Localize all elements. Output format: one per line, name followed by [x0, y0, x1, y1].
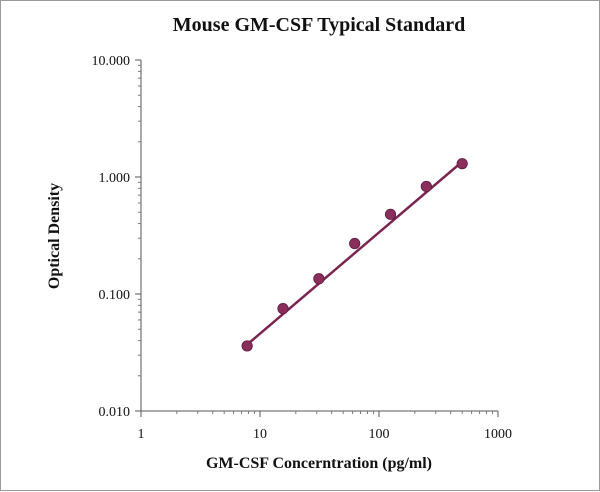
- tick-labels: 1 10 100 1000 10.000 1.000 0.100 0.010: [92, 54, 513, 442]
- data-point: [384, 208, 397, 220]
- y-tick-label: 10.000: [92, 54, 131, 69]
- x-tick-label: 1000: [484, 427, 512, 442]
- data-point: [241, 340, 253, 352]
- x-tick-label: 100: [369, 427, 390, 442]
- y-axis-label: Optical Density: [46, 183, 63, 289]
- y-tick-label: 0.010: [99, 405, 131, 420]
- x-axis-label: GM-CSF Concerntration (pg/ml): [206, 455, 432, 472]
- axis-ticks: [135, 59, 499, 417]
- chart-title: Mouse GM-CSF Typical Standard: [173, 14, 465, 36]
- data-points: [241, 158, 468, 352]
- x-tick-label: 10: [253, 427, 267, 442]
- data-point: [420, 180, 432, 193]
- data-point: [456, 158, 468, 170]
- y-tick-label: 1.000: [99, 171, 131, 186]
- data-point: [277, 303, 289, 315]
- data-point: [349, 237, 361, 250]
- y-tick-label: 0.100: [99, 288, 131, 303]
- data-point: [313, 273, 325, 285]
- x-tick-label: 1: [138, 427, 145, 442]
